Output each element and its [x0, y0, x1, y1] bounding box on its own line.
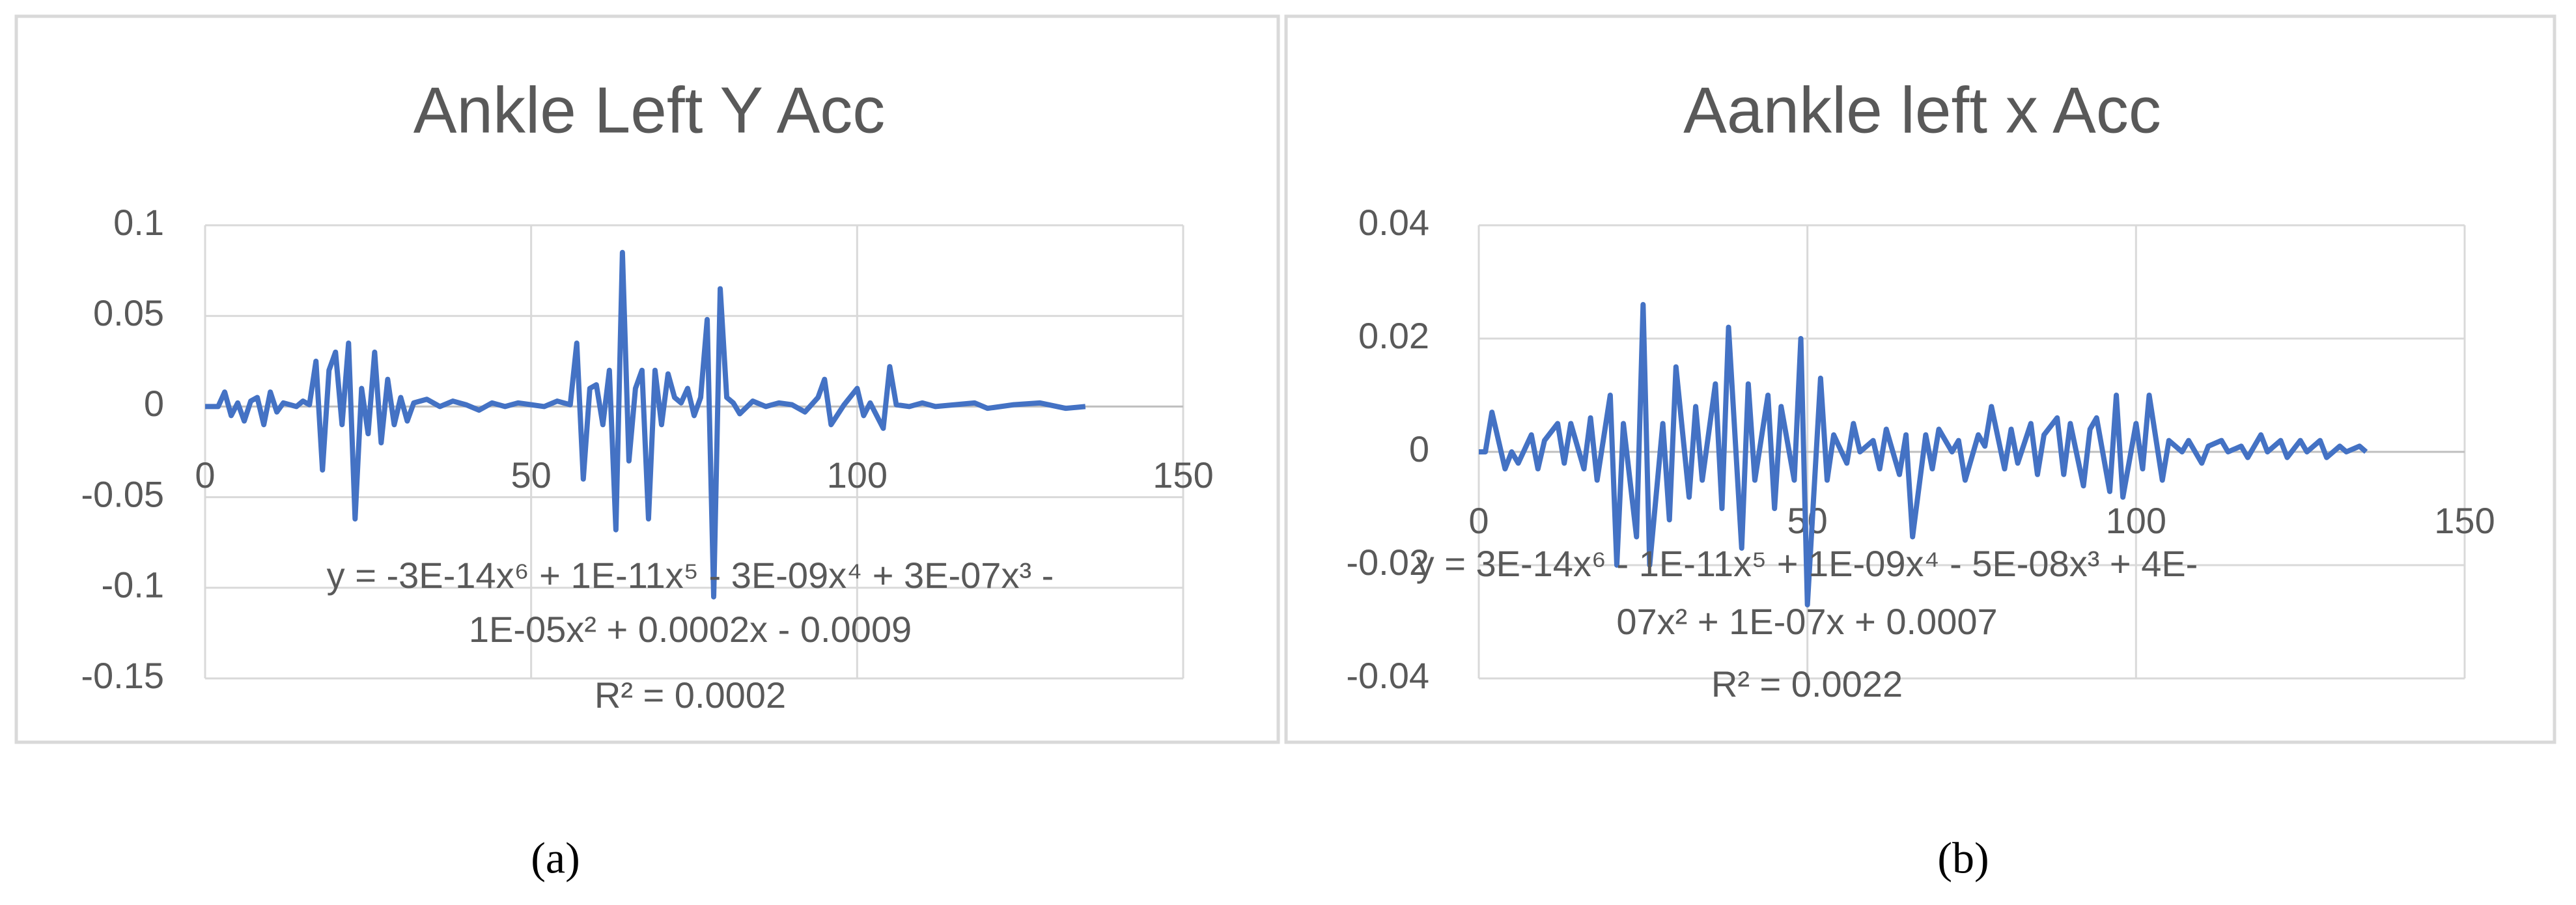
trendline-equation: 1E-05x² + 0.0002x - 0.0009 — [469, 609, 912, 650]
caption: (b) — [1937, 833, 1989, 883]
chart-title: Ankle Left Y Acc — [413, 74, 886, 146]
trendline-equation: 07x² + 1E-07x + 0.0007 — [1616, 601, 1997, 642]
data-line — [205, 249, 1086, 600]
x-tick-label: 0 — [195, 454, 215, 495]
y-tick-label: -0.15 — [81, 655, 164, 696]
data-line — [1479, 301, 2368, 607]
trendline-equation: R² = 0.0022 — [1711, 663, 1903, 704]
x-tick-label: 0 — [1468, 500, 1489, 541]
y-tick-label: 0.02 — [1358, 315, 1429, 356]
x-tick-label: 150 — [1153, 454, 1213, 495]
trendline-equation: y = 3E-14x⁶ - 1E-11x⁵ + 1E-09x⁴ - 5E-08x… — [1416, 543, 2198, 584]
y-tick-label: 0 — [1409, 428, 1429, 469]
y-tick-label: 0.05 — [93, 292, 164, 333]
y-tick-label: -0.02 — [1346, 542, 1429, 583]
x-tick-label: 100 — [2106, 500, 2166, 541]
y-tick-label: 0.04 — [1358, 202, 1429, 243]
panel-border — [1284, 14, 2556, 744]
x-tick-label: 50 — [511, 454, 552, 495]
chart-title: Aankle left x Acc — [1683, 74, 2161, 146]
x-tick-label: 100 — [827, 454, 888, 495]
y-tick-label: 0 — [144, 383, 164, 424]
caption: (a) — [531, 833, 580, 883]
panel-border — [14, 14, 1280, 744]
y-tick-label: -0.05 — [81, 473, 164, 514]
y-tick-label: 0.1 — [113, 202, 164, 243]
y-tick-label: -0.04 — [1346, 655, 1429, 696]
x-tick-label: 150 — [2434, 500, 2495, 541]
y-tick-label: -0.1 — [102, 564, 165, 606]
trendline-equation: R² = 0.0002 — [595, 675, 786, 716]
trendline-equation: y = -3E-14x⁶ + 1E-11x⁵ - 3E-09x⁴ + 3E-07… — [327, 555, 1054, 596]
